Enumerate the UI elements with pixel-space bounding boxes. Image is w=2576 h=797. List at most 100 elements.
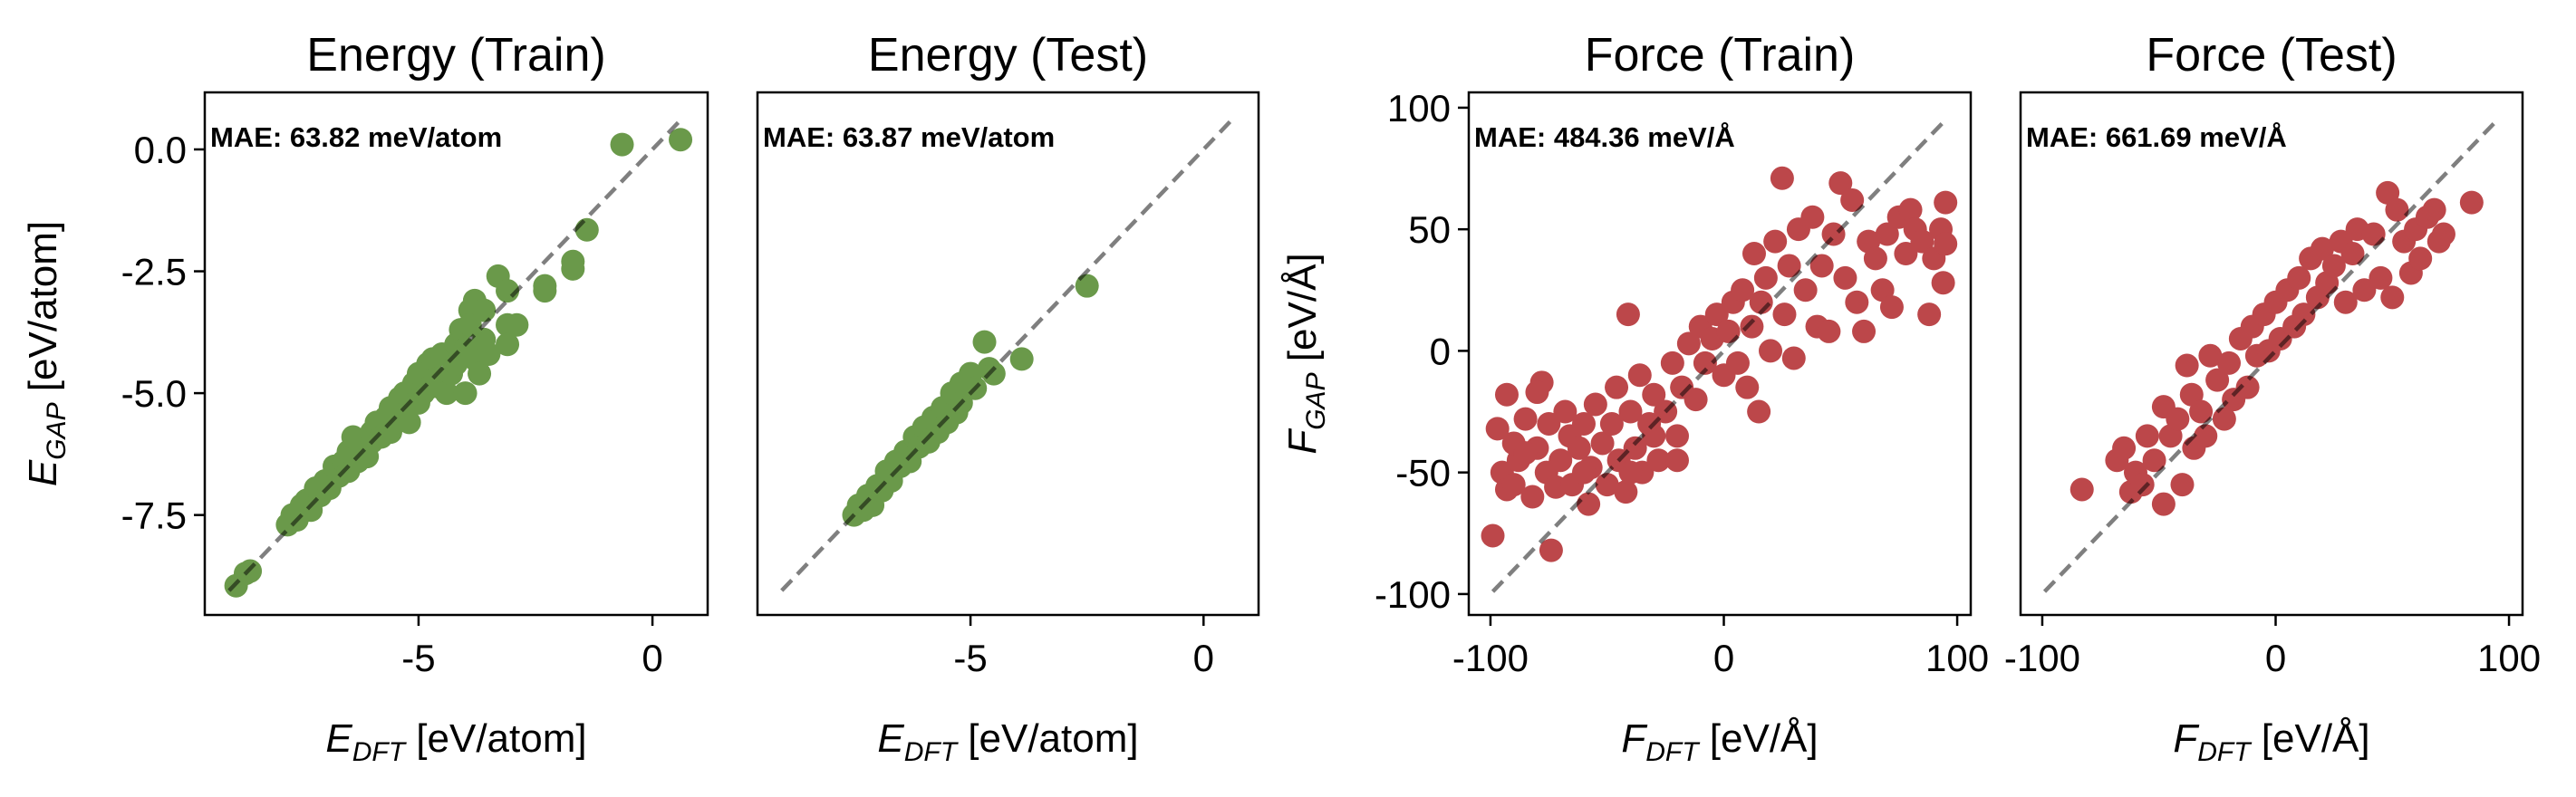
data-point	[610, 132, 634, 157]
data-point	[1642, 424, 1666, 448]
data-point	[1809, 254, 1834, 278]
panel-title: Energy (Train)	[306, 29, 605, 82]
data-point	[1863, 246, 1887, 271]
data-point	[1567, 436, 1591, 460]
panel-title: Force (Train)	[1585, 29, 1856, 82]
data-point	[1770, 166, 1794, 190]
data-point	[2175, 353, 2199, 378]
x-tick-label: 100	[1925, 637, 1989, 679]
data-point	[1875, 222, 1899, 246]
data-point	[669, 128, 693, 152]
data-point	[2069, 477, 2094, 502]
y-axis-label: FGAP [eV/Å]	[1280, 253, 1331, 454]
data-point	[1595, 473, 1619, 497]
x-tick-label: 0	[2265, 637, 2286, 679]
data-point	[1934, 232, 1958, 256]
mae-annotation: MAE: 484.36 meV/Å	[1474, 121, 1735, 153]
data-point	[1485, 417, 1510, 441]
data-point	[1520, 485, 1545, 509]
data-point	[1525, 380, 1549, 405]
data-point	[1693, 350, 1717, 375]
data-point	[1618, 399, 1643, 424]
data-point	[2380, 285, 2405, 310]
data-point	[1735, 375, 1760, 399]
axes-frame	[2019, 91, 2524, 617]
data-point	[2170, 473, 2195, 497]
data-point	[1777, 254, 1801, 278]
axes-frame	[203, 91, 709, 617]
data-point	[1704, 302, 1729, 327]
data-point	[2352, 278, 2377, 302]
data-point	[533, 279, 557, 303]
data-point	[1539, 538, 1563, 562]
data-point	[458, 312, 482, 337]
data-point	[2311, 236, 2335, 261]
data-point	[496, 332, 520, 357]
y-tick-label: -100	[1375, 573, 1451, 616]
data-point	[1845, 290, 1869, 314]
parity-line	[227, 119, 682, 592]
x-tick-label: 0	[642, 637, 662, 679]
data-point	[1898, 197, 1923, 222]
y-axis-label: EGAP [eV/atom]	[21, 221, 72, 486]
axes-frame	[1467, 91, 1973, 617]
y-tick-label: -7.5	[121, 495, 187, 537]
data-point	[1894, 242, 1918, 266]
panel-title: Energy (Test)	[868, 29, 1148, 82]
scatter-points	[224, 128, 693, 598]
data-point	[1577, 492, 1601, 516]
data-point	[2431, 222, 2455, 246]
panel-2: -5 0 Energy (Test) MAE: 63.87 meV/atom	[756, 29, 1260, 679]
data-point	[1934, 190, 1958, 215]
data-point	[2422, 197, 2446, 222]
data-point	[468, 361, 492, 386]
data-point	[2340, 242, 2365, 266]
data-point	[981, 361, 1006, 386]
x-tick-label: 0	[1713, 637, 1734, 679]
y-tick-label: 50	[1408, 208, 1451, 251]
data-point	[1513, 441, 1538, 466]
mae-annotation: MAE: 661.69 meV/Å	[2026, 121, 2287, 153]
data-point	[1513, 407, 1538, 431]
data-point	[1879, 295, 1904, 320]
data-point	[1793, 278, 1818, 302]
x-axis-label: FDFT [eV/Å]	[1621, 716, 1818, 767]
y-tick-label: 100	[1387, 87, 1451, 130]
data-point	[1740, 314, 1764, 339]
data-point	[434, 381, 458, 406]
data-point	[1741, 242, 1766, 266]
data-point	[472, 298, 497, 322]
data-point	[1599, 411, 1624, 436]
data-point	[1642, 382, 1666, 407]
panel-3: -100 0 100 100 50 0 -50 -100 Force (Train) MAE: 4…	[1375, 29, 1989, 679]
data-point	[2142, 448, 2166, 473]
scatter-points	[2069, 180, 2484, 516]
data-point	[1731, 278, 1755, 302]
mae-annotation: MAE: 63.82 meV/atom	[210, 121, 502, 153]
data-point	[2333, 290, 2358, 314]
x-axis-label: FDFT [eV/Å]	[2173, 716, 2369, 767]
data-point	[2205, 368, 2230, 392]
data-point	[1931, 271, 1955, 295]
data-point	[1917, 302, 1942, 327]
data-point	[2321, 254, 2346, 278]
data-point	[1684, 388, 1708, 412]
data-point	[477, 342, 501, 367]
data-point	[1725, 350, 1750, 375]
data-point	[972, 330, 997, 354]
data-point	[2166, 407, 2190, 431]
data-point	[1772, 302, 1797, 327]
data-point	[1833, 265, 1857, 290]
data-point	[1590, 431, 1615, 456]
data-point	[1660, 350, 1684, 375]
data-point	[1494, 382, 1519, 407]
mae-annotation: MAE: 63.87 meV/atom	[763, 121, 1055, 153]
data-point	[1618, 460, 1643, 485]
data-point	[574, 217, 599, 242]
data-point	[1664, 424, 1689, 448]
data-point	[2216, 350, 2241, 375]
data-point	[2130, 473, 2155, 497]
data-point	[453, 381, 478, 406]
data-point	[2112, 436, 2137, 460]
